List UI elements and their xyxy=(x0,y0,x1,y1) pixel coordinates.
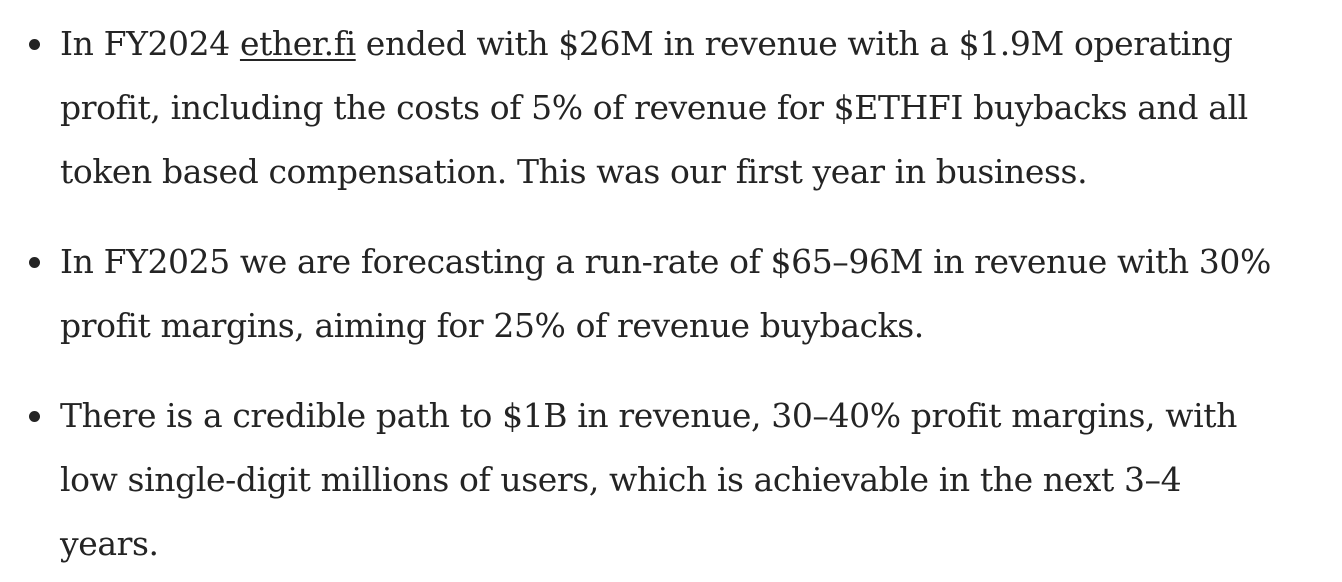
text-span: In FY2024 xyxy=(60,24,240,63)
bullet-dot xyxy=(29,257,40,268)
bullet-item-path-to-1b: There is a credible path to $1B in reven… xyxy=(0,384,1342,576)
bullet-dot xyxy=(29,39,40,50)
bullet-dot xyxy=(29,411,40,422)
text-line: In FY2025 we are forecasting a run-rate … xyxy=(60,242,1271,281)
bullet-item-fy2025: In FY2025 we are forecasting a run-rate … xyxy=(0,230,1342,358)
text-line: profit margins, aiming for 25% of revenu… xyxy=(60,306,924,345)
text-span: ended with $26M in revenue with a $1.9M … xyxy=(355,24,1233,63)
text-line: There is a credible path to $1B in reven… xyxy=(60,396,1237,435)
text-line: low single-digit millions of users, whic… xyxy=(60,460,1182,499)
bullet-item-fy2024: In FY2024 ether.fi ended with $26M in re… xyxy=(0,12,1342,204)
ether-fi-link[interactable]: ether.fi xyxy=(239,24,356,63)
text-line: profit, including the costs of 5% of rev… xyxy=(60,88,1248,127)
text-line: In FY2024 ether.fi ended with $26M in re… xyxy=(60,12,1336,76)
bullet-list: In FY2024 ether.fi ended with $26M in re… xyxy=(0,12,1342,576)
text-line: token based compensation. This was our f… xyxy=(60,152,1088,191)
text-line: years. xyxy=(60,524,159,563)
